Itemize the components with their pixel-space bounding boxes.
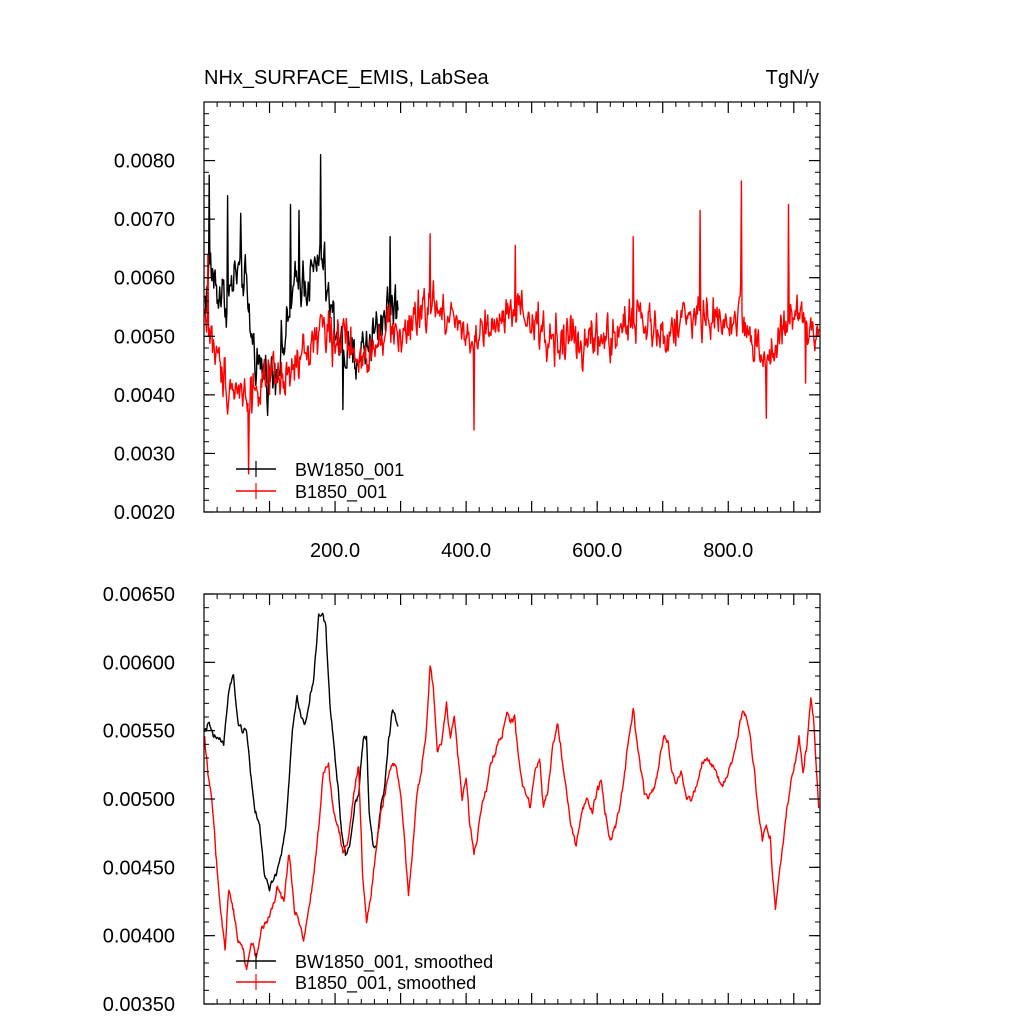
y-tick-label: 0.0040	[114, 385, 175, 407]
x-tick-label: 600.0	[572, 540, 622, 562]
legend-label-b1850-smoothed: B1850_001, smoothed	[295, 973, 476, 994]
smoothed-y-tick-labels: 0.00350 0.00400 0.00450 0.00500 0.00550 …	[103, 584, 175, 1016]
smoothed-series-lines	[204, 612, 820, 971]
series-line-b1850-001-smoothed	[204, 665, 820, 971]
legend-label-bw1850-smoothed: BW1850_001, smoothed	[295, 952, 493, 973]
x-tick-label: 400.0	[441, 540, 491, 562]
y-tick-label: 0.0020	[114, 502, 175, 524]
y-tick-label: 0.0050	[114, 326, 175, 348]
y-tick-label: 0.00500	[103, 789, 175, 811]
y-tick-label: 0.0060	[114, 268, 175, 290]
panel-smoothed: 0.00350 0.00400 0.00450 0.00500 0.00550 …	[103, 584, 821, 1016]
raw-x-tick-labels: 200.0 400.0 600.0 800.0	[310, 540, 753, 562]
panel-raw: 0.0020 0.0030 0.0040 0.0050 0.0060 0.007…	[114, 101, 821, 562]
smoothed-axes	[203, 593, 821, 1005]
y-tick-label: 0.0030	[114, 443, 175, 465]
y-tick-label: 0.00450	[103, 857, 175, 879]
chart-title: NHx_SURFACE_EMIS, LabSea	[204, 67, 489, 89]
raw-axes	[203, 101, 821, 513]
y-tick-label: 0.00600	[103, 652, 175, 674]
y-tick-label: 0.0080	[114, 151, 175, 173]
raw-legend: BW1850_001 B1850_001	[236, 460, 404, 503]
units-label: TgN/y	[766, 67, 819, 89]
legend-label-bw1850: BW1850_001	[295, 460, 404, 481]
raw-y-tick-labels: 0.0020 0.0030 0.0040 0.0050 0.0060 0.007…	[114, 151, 175, 524]
legend-label-b1850: B1850_001	[295, 482, 387, 503]
series-line-bw1850-001-smoothed	[204, 612, 399, 892]
raw-series-lines	[204, 154, 820, 475]
y-tick-label: 0.00650	[103, 584, 175, 606]
y-tick-label: 0.00550	[103, 721, 175, 743]
x-tick-label: 200.0	[310, 540, 360, 562]
series-line-b1850-001	[204, 180, 820, 475]
y-tick-label: 0.00350	[103, 994, 175, 1016]
plot-frame	[203, 101, 821, 513]
x-tick-label: 800.0	[703, 540, 753, 562]
y-tick-label: 0.00400	[103, 926, 175, 948]
y-tick-label: 0.0070	[114, 209, 175, 231]
smoothed-legend: BW1850_001, smoothed B1850_001, smoothed	[236, 952, 493, 994]
